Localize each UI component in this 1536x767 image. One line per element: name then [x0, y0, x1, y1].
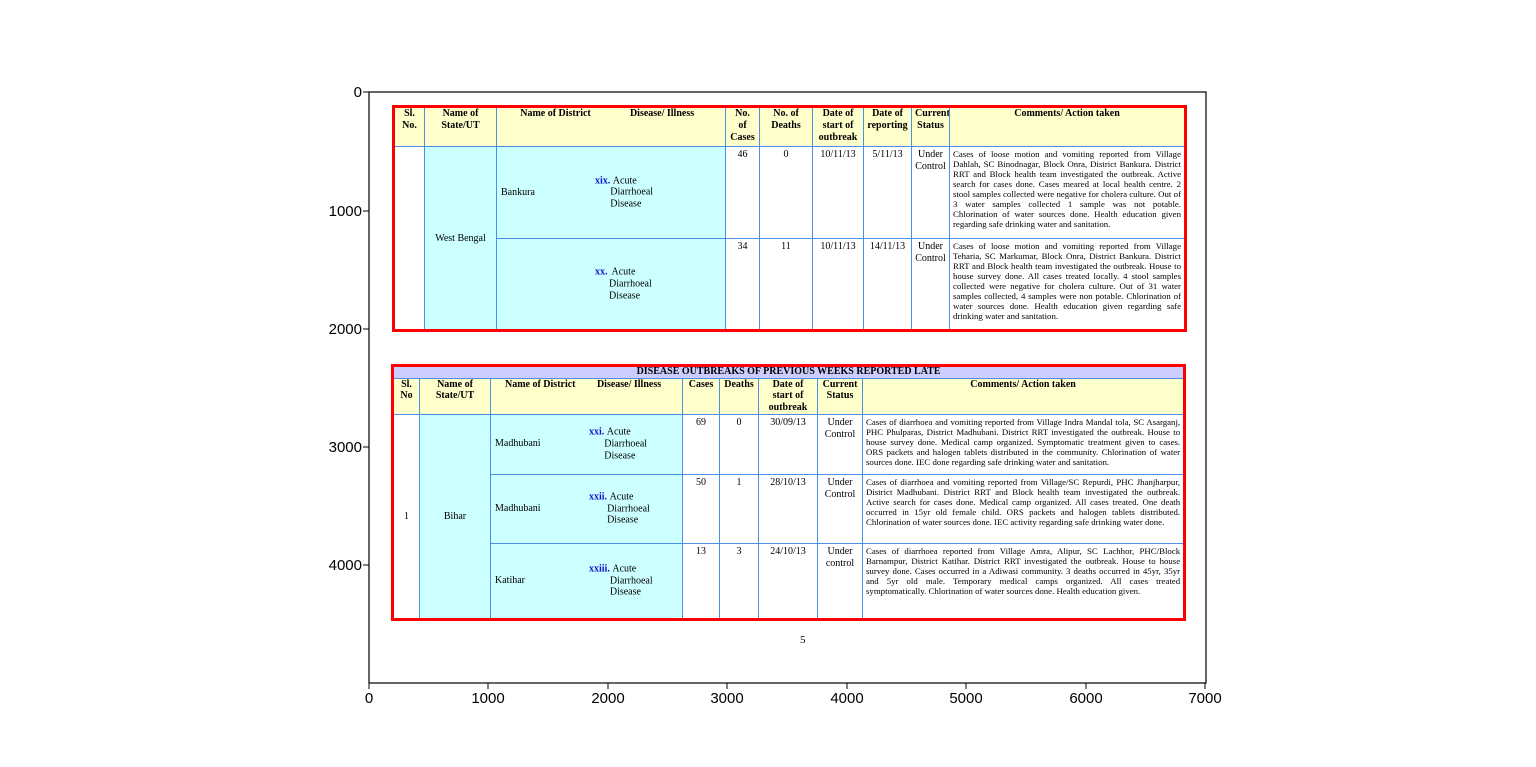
- svg-text:5: 5: [800, 634, 806, 646]
- svg-text:3000: 3000: [329, 439, 362, 456]
- svg-text:5000: 5000: [949, 690, 982, 707]
- svg-text:4000: 4000: [830, 690, 863, 707]
- svg-text:7000: 7000: [1188, 690, 1221, 707]
- svg-text:3000: 3000: [710, 690, 743, 707]
- svg-text:6000: 6000: [1069, 690, 1102, 707]
- svg-text:1000: 1000: [471, 690, 504, 707]
- svg-text:0: 0: [354, 84, 362, 101]
- svg-text:4000: 4000: [329, 557, 362, 574]
- svg-text:1000: 1000: [329, 203, 362, 220]
- svg-text:2000: 2000: [329, 321, 362, 338]
- svg-text:0: 0: [365, 690, 373, 707]
- svg-text:2000: 2000: [591, 690, 624, 707]
